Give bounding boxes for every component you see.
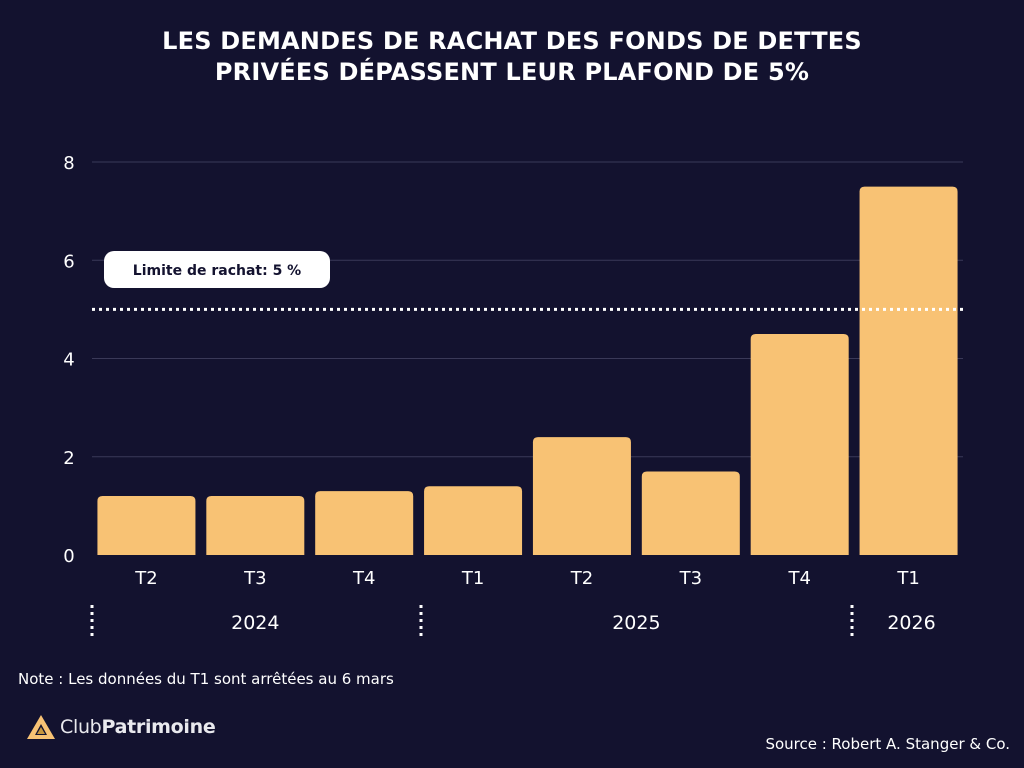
chart-title-line-1: LES DEMANDES DE RACHAT DES FONDS DE DETT… [162, 27, 862, 55]
footnote: Note : Les données du T1 sont arrêtées a… [18, 670, 394, 688]
bar [532, 437, 631, 555]
y-tick-label: 4 [63, 350, 74, 371]
x-tick-label: T1 [461, 568, 484, 589]
x-tick-label: T4 [352, 568, 375, 589]
x-tick-label: T3 [679, 568, 702, 589]
y-tick-label: 8 [63, 153, 74, 174]
bar [97, 496, 196, 555]
bar [750, 333, 849, 555]
brand-logo: ClubPatrimoine [26, 712, 216, 742]
bar [424, 486, 523, 555]
logo-text-club: Club [60, 716, 102, 738]
year-group-label: 2026 [887, 612, 935, 634]
triangle-logo-icon [27, 715, 55, 739]
x-tick-label: T3 [243, 568, 266, 589]
threshold-label: Limite de rachat: 5 % [133, 263, 301, 279]
x-tick-label: T2 [134, 568, 157, 589]
chart-title-line-2: PRIVÉES DÉPASSENT LEUR PLAFOND DE 5% [214, 58, 810, 86]
source-credit: Source : Robert A. Stanger & Co. [765, 735, 1010, 753]
logo-text-patrimoine: Patrimoine [101, 716, 216, 738]
logo-text: ClubPatrimoine [60, 716, 216, 738]
bar [206, 496, 305, 555]
bar [315, 491, 414, 555]
x-tick-label: T2 [570, 568, 593, 589]
y-tick-label: 2 [63, 448, 74, 469]
chart-title: LES DEMANDES DE RACHAT DES FONDS DE DETT… [0, 26, 1024, 88]
x-tick-label: T1 [896, 568, 919, 589]
year-group-label: 2024 [231, 612, 279, 634]
threshold-label-box [104, 251, 330, 288]
bar [641, 471, 740, 555]
x-tick-label: T4 [787, 568, 810, 589]
year-group-label: 2025 [612, 612, 660, 634]
bar-chart: 0 2 4 6 8 T2 T3 T4 T1 T2 T3 T4 T1 2024 2025 2026 Limite … [63, 153, 963, 638]
y-tick-label: 6 [63, 251, 74, 272]
y-tick-label: 0 [63, 546, 74, 567]
bar [859, 186, 958, 555]
